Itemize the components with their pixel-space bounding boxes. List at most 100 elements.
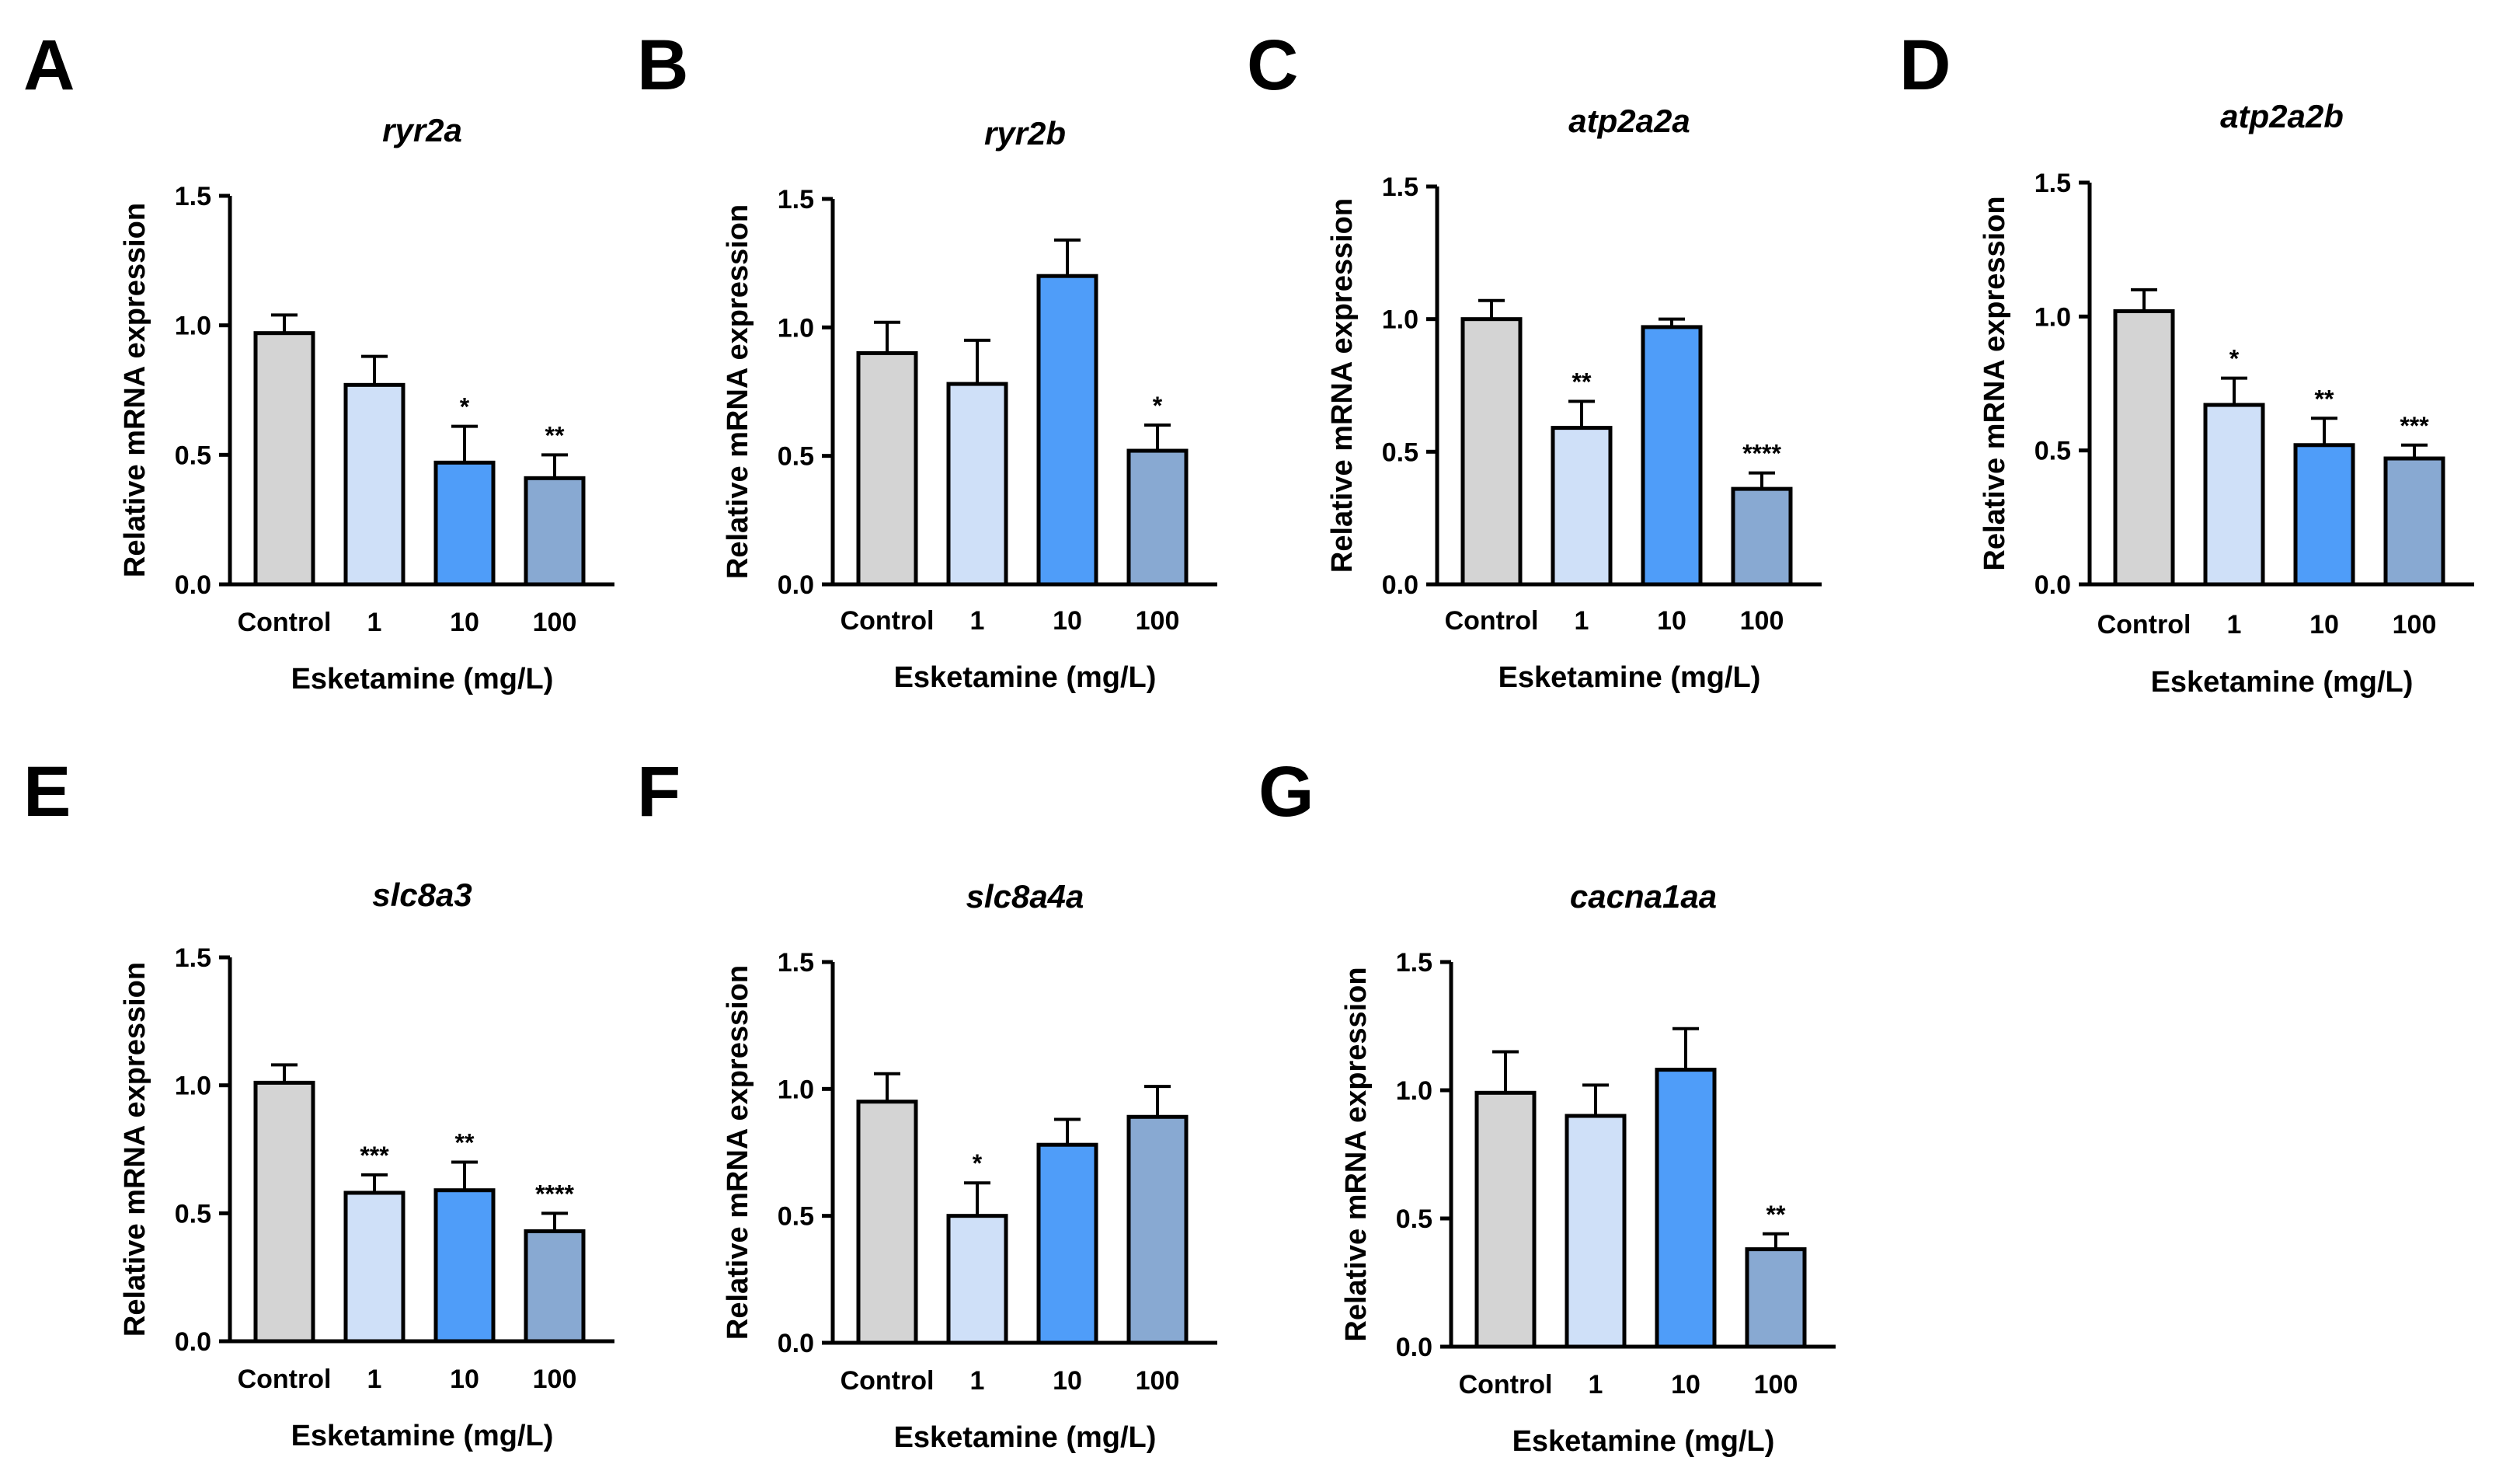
x-tick-label: 100: [1754, 1370, 1798, 1400]
x-tick-label: 1: [970, 606, 985, 636]
x-tick-label: Control: [1459, 1370, 1553, 1400]
bar-10: [433, 460, 496, 587]
chart-title: ryr2a: [382, 112, 462, 148]
significance-label: **: [455, 1128, 475, 1156]
y-tick-label: 1.5: [175, 943, 211, 973]
x-tick-label: Control: [2097, 610, 2191, 640]
y-axis-label: Relative mRNA expression: [119, 203, 151, 577]
bar-100: [524, 476, 586, 587]
bar-control: [856, 350, 918, 587]
x-tick-label: 10: [2309, 610, 2339, 640]
x-axis-label: Esketamine (mg/L): [2151, 666, 2414, 699]
x-tick-label: 100: [2393, 610, 2437, 640]
bar-1: [343, 1190, 405, 1344]
x-tick-label: Control: [841, 606, 935, 636]
x-tick-label: 1: [1589, 1370, 1603, 1400]
y-tick-label: 1.5: [778, 185, 814, 214]
significance-label: *: [460, 393, 470, 421]
y-tick-label: 1.0: [175, 312, 211, 341]
chart-title: cacna1aa: [1570, 878, 1717, 915]
bar-10: [2293, 443, 2355, 587]
chart-title: ryr2b: [984, 115, 1066, 152]
panel-letter: B: [637, 26, 688, 105]
bar-100: [2383, 456, 2445, 587]
x-tick-label: 100: [1136, 1366, 1180, 1396]
significance-label: *: [973, 1149, 983, 1177]
y-tick-label: 0.0: [175, 570, 211, 600]
bar-1: [1565, 1114, 1627, 1349]
bar-1: [946, 1214, 1008, 1345]
bar-control: [856, 1100, 918, 1345]
bar-1: [946, 382, 1008, 587]
bar-100: [1745, 1247, 1807, 1349]
chart-title: atp2a2b: [2220, 98, 2344, 134]
y-tick-label: 1.0: [778, 1075, 814, 1104]
x-axis-label: Esketamine (mg/L): [894, 1421, 1157, 1454]
y-tick-label: 0.0: [175, 1327, 211, 1357]
y-tick-label: 1.0: [778, 313, 814, 343]
y-tick-label: 0.5: [2034, 437, 2071, 466]
y-tick-label: 0.5: [175, 1199, 211, 1229]
y-tick-label: 0.5: [778, 1202, 814, 1232]
bar-10: [1641, 325, 1703, 587]
panel-letter: D: [1899, 26, 1951, 105]
x-tick-label: 10: [450, 608, 479, 637]
x-tick-label: 1: [970, 1366, 985, 1396]
x-tick-label: 100: [1136, 606, 1180, 636]
bar-10: [1036, 1142, 1098, 1345]
x-tick-label: 10: [1053, 1366, 1082, 1396]
y-axis-label: Relative mRNA expression: [722, 204, 754, 579]
x-tick-label: Control: [1445, 606, 1539, 636]
x-tick-label: 10: [1657, 606, 1686, 636]
x-axis-label: Esketamine (mg/L): [291, 1420, 554, 1452]
panel-letter: A: [23, 26, 75, 105]
significance-label: ***: [2400, 412, 2429, 440]
x-tick-label: Control: [238, 1365, 332, 1394]
panel-letter: G: [1258, 752, 1314, 831]
significance-label: **: [545, 421, 565, 449]
panel-letter: C: [1247, 26, 1298, 105]
x-tick-label: 100: [533, 608, 577, 637]
x-axis-label: Esketamine (mg/L): [1498, 661, 1761, 694]
x-tick-label: 10: [450, 1365, 479, 1394]
y-tick-label: 0.0: [1382, 570, 1418, 600]
y-tick-label: 0.0: [778, 570, 814, 600]
x-axis-label: Esketamine (mg/L): [291, 663, 554, 695]
x-tick-label: 1: [2227, 610, 2242, 640]
x-tick-label: 1: [367, 608, 382, 637]
bar-control: [1460, 317, 1523, 587]
y-tick-label: 1.0: [2034, 302, 2071, 332]
y-axis-label: Relative mRNA expression: [119, 962, 151, 1337]
significance-label: **: [1766, 1201, 1786, 1229]
chart-title: atp2a2a: [1568, 103, 1690, 139]
y-tick-label: 1.5: [175, 182, 211, 211]
y-tick-label: 1.0: [1396, 1076, 1432, 1106]
y-tick-label: 0.5: [1396, 1204, 1432, 1234]
significance-label: ***: [360, 1142, 389, 1170]
x-tick-label: 10: [1671, 1370, 1700, 1400]
chart-title: slc8a4a: [966, 878, 1084, 915]
x-tick-label: 10: [1053, 606, 1082, 636]
panel-letter: E: [23, 752, 71, 831]
y-axis-label: Relative mRNA expression: [1979, 196, 2011, 570]
y-axis-label: Relative mRNA expression: [1340, 967, 1373, 1341]
bar-control: [253, 331, 315, 587]
bar-control: [253, 1080, 315, 1344]
x-axis-label: Esketamine (mg/L): [894, 661, 1157, 694]
y-axis-label: Relative mRNA expression: [722, 965, 754, 1340]
chart-title: slc8a3: [372, 877, 472, 913]
bar-100: [1126, 448, 1189, 587]
y-tick-label: 1.5: [1396, 948, 1432, 978]
x-tick-label: 100: [533, 1365, 577, 1394]
bar-100: [524, 1229, 586, 1344]
y-tick-label: 0.0: [1396, 1333, 1432, 1362]
y-tick-label: 0.5: [778, 442, 814, 472]
x-axis-label: Esketamine (mg/L): [1512, 1425, 1775, 1458]
x-tick-label: 1: [367, 1365, 382, 1394]
y-tick-label: 1.0: [175, 1072, 211, 1101]
significance-label: *: [1153, 392, 1163, 420]
x-tick-label: Control: [841, 1366, 935, 1396]
